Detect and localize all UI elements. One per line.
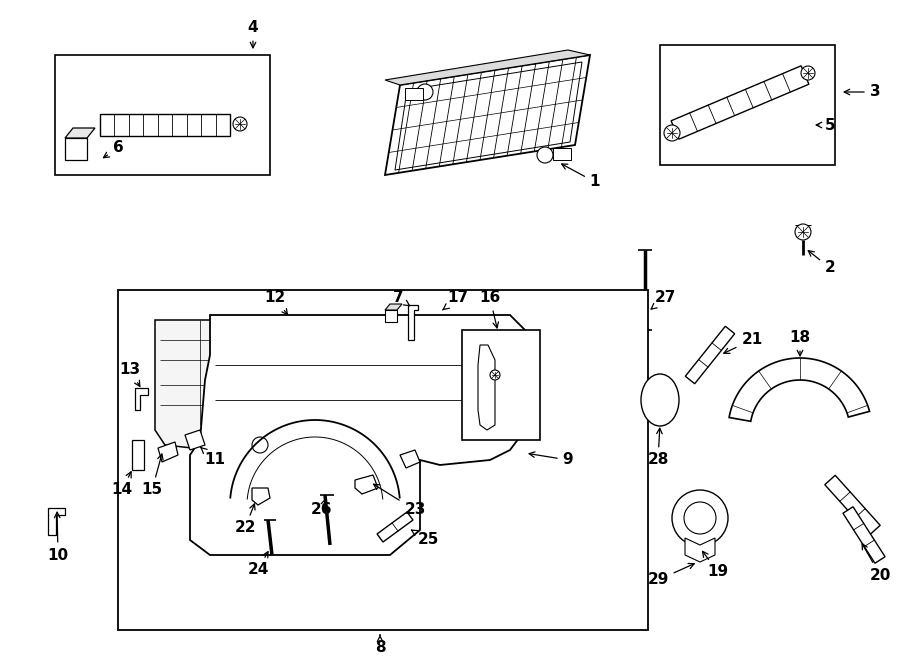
Circle shape: [537, 147, 553, 163]
Text: 28: 28: [647, 428, 669, 467]
Polygon shape: [190, 315, 525, 555]
Text: 4: 4: [248, 20, 258, 48]
Polygon shape: [685, 327, 734, 384]
Polygon shape: [377, 512, 413, 542]
Text: 14: 14: [112, 472, 132, 498]
Polygon shape: [355, 475, 378, 494]
Text: 20: 20: [862, 543, 891, 582]
Polygon shape: [135, 388, 148, 410]
Polygon shape: [685, 538, 715, 562]
Text: 24: 24: [248, 552, 269, 578]
Polygon shape: [824, 475, 880, 535]
Circle shape: [664, 125, 680, 141]
Text: 13: 13: [120, 362, 140, 387]
Circle shape: [801, 66, 815, 80]
Text: 2: 2: [808, 251, 835, 276]
Bar: [553, 148, 571, 160]
Bar: [118, 290, 648, 630]
Polygon shape: [400, 450, 420, 468]
Text: 23: 23: [374, 485, 426, 518]
Bar: [405, 88, 423, 100]
Text: 16: 16: [480, 290, 500, 328]
Text: 15: 15: [141, 454, 163, 498]
Text: 6: 6: [104, 141, 123, 158]
Polygon shape: [408, 305, 418, 340]
Text: 17: 17: [443, 290, 469, 310]
Circle shape: [672, 490, 728, 546]
Text: 1: 1: [562, 164, 600, 190]
Text: 12: 12: [265, 290, 287, 315]
Text: 21: 21: [724, 332, 762, 354]
Polygon shape: [478, 345, 495, 430]
Circle shape: [252, 437, 268, 453]
Bar: [462, 330, 540, 440]
Circle shape: [490, 370, 500, 380]
Polygon shape: [65, 128, 95, 138]
Text: 27: 27: [651, 290, 676, 309]
Text: 10: 10: [48, 512, 68, 563]
Polygon shape: [185, 430, 205, 450]
Polygon shape: [385, 55, 590, 175]
Text: 8: 8: [374, 635, 385, 656]
Text: 25: 25: [411, 530, 438, 547]
Polygon shape: [729, 358, 869, 421]
Text: 7: 7: [392, 290, 410, 305]
Bar: [660, 45, 835, 165]
Text: 5: 5: [816, 118, 835, 132]
Circle shape: [417, 84, 433, 100]
Polygon shape: [48, 508, 65, 535]
Ellipse shape: [641, 374, 679, 426]
Text: 26: 26: [311, 499, 333, 518]
Polygon shape: [155, 320, 420, 450]
Text: 3: 3: [844, 85, 880, 100]
Polygon shape: [100, 114, 230, 136]
Circle shape: [684, 502, 716, 534]
Circle shape: [795, 224, 811, 240]
Bar: [55, 55, 270, 175]
Text: 19: 19: [703, 551, 729, 580]
Text: 9: 9: [529, 452, 573, 467]
Bar: [132, 440, 144, 470]
Polygon shape: [843, 507, 885, 563]
Text: 22: 22: [234, 504, 256, 535]
Polygon shape: [252, 488, 270, 505]
Polygon shape: [671, 66, 809, 139]
Text: 11: 11: [201, 447, 226, 467]
Polygon shape: [385, 304, 402, 310]
Polygon shape: [385, 50, 590, 85]
Bar: [65, 138, 87, 160]
Circle shape: [233, 117, 247, 131]
Text: 18: 18: [789, 330, 811, 356]
Text: 29: 29: [647, 563, 694, 588]
Polygon shape: [158, 442, 178, 462]
Bar: [385, 310, 397, 322]
